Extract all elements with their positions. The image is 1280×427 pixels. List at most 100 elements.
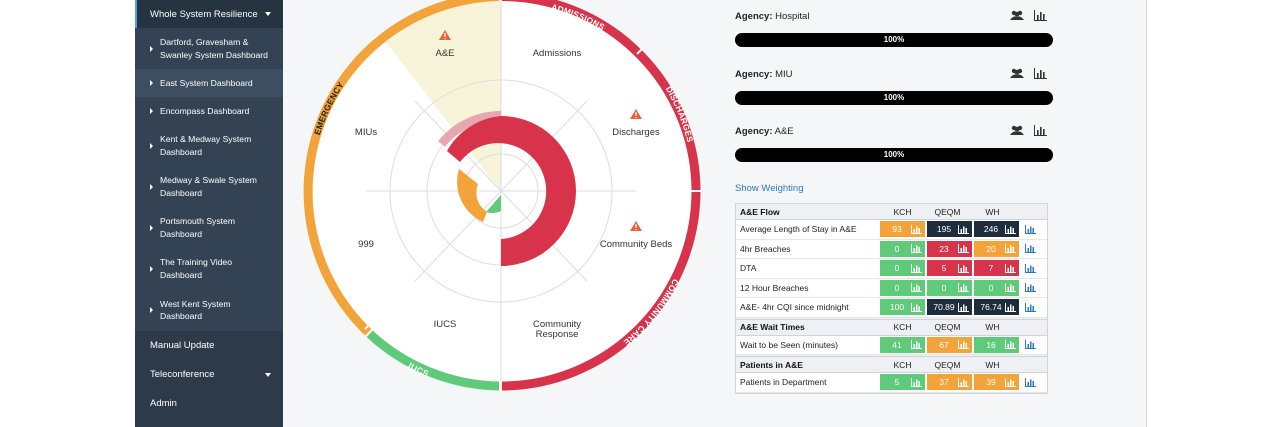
bar-chart-icon (911, 244, 922, 254)
bar-chart-icon (1005, 377, 1016, 387)
sidebar-subitem-label: The Training Video (160, 257, 232, 267)
sidebar-item-admin[interactable]: Admin (135, 389, 283, 418)
agency-ae: Agency: A&E 100% (735, 125, 1055, 162)
bar-chart-icon[interactable] (1021, 377, 1039, 387)
sidebar-subitem-west-kent[interactable]: West Kent System Dashboard (135, 289, 283, 331)
metric-name: Average Length of Stay in A&E (740, 224, 857, 235)
warning-icon[interactable] (439, 30, 451, 40)
mius-segment (457, 169, 487, 222)
grid-spoke (414, 100, 588, 282)
bar-chart-icon[interactable] (1021, 224, 1039, 234)
sidebar-item-whole-system-resilience[interactable]: Whole System Resilience (135, 0, 283, 28)
section-title: A&E Flow (740, 206, 780, 217)
metric-value-cell[interactable]: 76.74 (974, 299, 1019, 316)
sidebar-subitem-portsmouth[interactable]: Portsmouth System Dashboard (135, 207, 283, 248)
bar-chart-icon (1005, 263, 1016, 273)
metric-value: 39 (986, 377, 996, 388)
sidebar-item-manual-update[interactable]: Manual Update (135, 331, 283, 360)
segment-label-community-response: Community (533, 319, 581, 330)
bar-chart-icon[interactable] (1021, 283, 1039, 293)
metric-value-cell[interactable]: 195 (927, 221, 972, 238)
bar-chart-icon[interactable] (1021, 340, 1039, 350)
users-icon[interactable] (1010, 125, 1024, 136)
column-header: QEQM (934, 359, 961, 370)
sidebar-subitem-label: East System Dashboard (160, 77, 253, 88)
metric-value-cell[interactable]: 0 (880, 279, 925, 296)
sidebar-item-label: Whole System Resilience (150, 8, 258, 20)
metric-name: 4hr Breaches (740, 243, 791, 254)
agency-name: A&E (774, 126, 794, 137)
metric-value-cell[interactable]: 93 (880, 221, 925, 238)
metric-value: 100 (889, 302, 905, 313)
metric-value-cell[interactable]: 0 (880, 260, 925, 277)
bar-chart-icon (958, 224, 969, 234)
metric-value-cell[interactable]: 41 (880, 336, 925, 353)
sidebar-subitem-kent-medway[interactable]: Kent & Medway System Dashboard (135, 125, 283, 166)
sidebar-subitem-medway-swale[interactable]: Medway & Swale System Dashboard (135, 166, 283, 207)
sidebar-subitem-label: Swanley System Dashboard (160, 49, 268, 60)
caret-right-icon (150, 80, 153, 86)
radar-segment-labels: A&E Admissions Discharges Community Beds… (355, 48, 672, 340)
metric-value-cell[interactable]: 23 (927, 240, 972, 257)
metric-value-cell[interactable]: 0 (927, 279, 972, 296)
metric-value-cell[interactable]: 7 (974, 260, 1019, 277)
users-icon[interactable] (1010, 68, 1024, 79)
caret-right-icon (150, 224, 153, 231)
caret-right-icon (150, 183, 153, 190)
bar-chart-icon (1005, 302, 1016, 312)
metric-value: 70.89 (933, 302, 955, 313)
column-header: KCH (893, 359, 912, 370)
table-row: Patients in Department 5 37 39 (736, 373, 1047, 393)
metric-value-cell[interactable]: 37 (927, 374, 972, 391)
metric-value-cell[interactable]: 100 (880, 299, 925, 316)
metric-value-cell[interactable]: 0 (880, 240, 925, 257)
table-row: 4hr Breaches 0 23 20 (736, 240, 1047, 259)
metric-value: 93 (892, 224, 902, 235)
sidebar-subitem-dartford[interactable]: Dartford, Gravesham & Swanley System Dash… (135, 28, 283, 69)
sidebar-subitem-label: Dashboard (160, 146, 203, 157)
agency-progress-bar: 100% (735, 148, 1053, 162)
agency-name: Hospital (775, 11, 810, 22)
metric-value-cell[interactable]: 5 (880, 374, 925, 391)
segment-label-discharges: Discharges (612, 127, 660, 138)
metric-value-cell[interactable]: 16 (974, 336, 1019, 353)
bar-chart-icon[interactable] (1034, 10, 1047, 21)
sidebar-subitem-training-video[interactable]: The Training Video Dashboard (135, 248, 283, 289)
sidebar-item-teleconference[interactable]: Teleconference (135, 360, 283, 389)
table-row: Average Length of Stay in A&E 93 195 246 (736, 220, 1047, 240)
users-icon[interactable] (1010, 10, 1024, 21)
table-section-header: A&E Flow KCH QEQM WH (736, 204, 1047, 220)
metric-value-cell[interactable]: 67 (927, 336, 972, 353)
column-header: WH (985, 206, 1000, 217)
bar-chart-icon[interactable] (1021, 302, 1039, 312)
bar-chart-icon (958, 263, 969, 273)
bar-chart-icon[interactable] (1021, 263, 1039, 273)
metric-value-cell[interactable]: 0 (974, 279, 1019, 296)
metric-name: A&E- 4hr CQI since midnight (740, 302, 849, 313)
caret-right-icon (150, 265, 153, 272)
sidebar-subitem-label: Dashboard (160, 269, 203, 280)
warning-icon[interactable] (630, 221, 642, 231)
metric-value: 23 (939, 243, 949, 254)
metric-value-cell[interactable]: 5 (927, 260, 972, 277)
chevron-down-icon (265, 372, 271, 377)
warning-icon[interactable] (630, 109, 642, 119)
bar-chart-icon (1005, 283, 1016, 293)
metric-value-cell[interactable]: 39 (974, 374, 1019, 391)
metric-value-cell[interactable]: 70.89 (927, 299, 972, 316)
bar-chart-icon[interactable] (1034, 125, 1047, 136)
bar-chart-icon (1005, 340, 1016, 350)
show-weighting-link[interactable]: Show Weighting (735, 183, 804, 194)
radar-segments (438, 110, 576, 266)
section-divider (736, 317, 1047, 320)
column-header: WH (985, 322, 1000, 332)
metric-value-cell[interactable]: 246 (974, 221, 1019, 238)
bar-chart-icon[interactable] (1034, 68, 1047, 79)
metric-value: 0 (894, 243, 900, 254)
bar-chart-icon[interactable] (1021, 244, 1039, 254)
sidebar-subitem-east[interactable]: East System Dashboard (135, 69, 283, 97)
bar-chart-icon (911, 283, 922, 293)
metric-value-cell[interactable]: 20 (974, 240, 1019, 257)
sidebar-subitem-encompass[interactable]: Encompass Dashboard (135, 97, 283, 125)
